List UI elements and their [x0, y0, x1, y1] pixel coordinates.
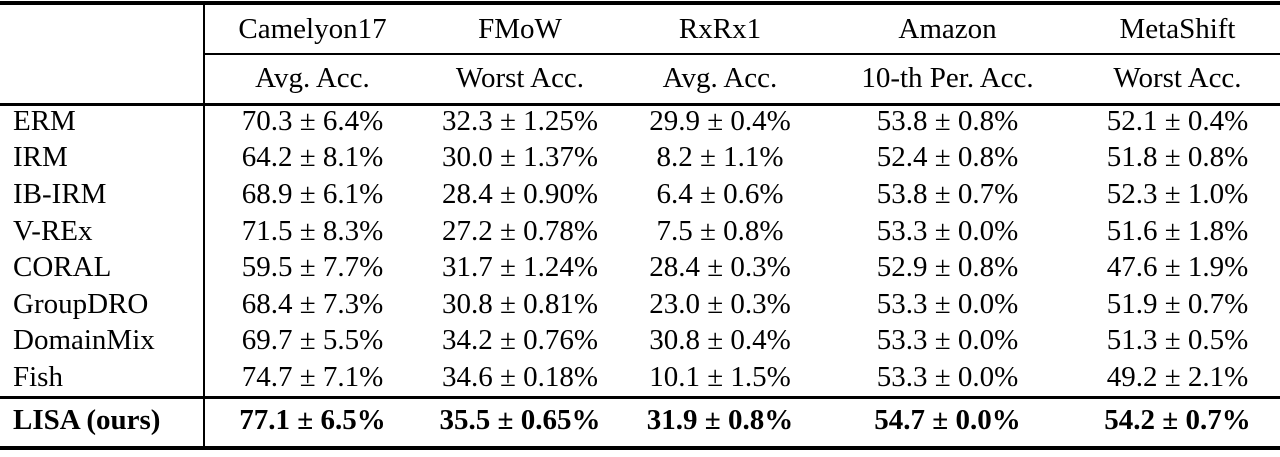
- table-row: ERM 70.3 ± 6.4% 32.3 ± 1.25% 29.9 ± 0.4%…: [0, 103, 1280, 140]
- value-fmow: 30.8 ± 0.81%: [441, 287, 599, 320]
- value-rxrx1: 10.1 ± 1.5%: [649, 360, 791, 393]
- header-row-datasets: Camelyon17 FMoW RxRx1 Amazon MetaShift: [0, 5, 1280, 53]
- table-row: CORAL 59.5 ± 7.7% 31.7 ± 1.24% 28.4 ± 0.…: [0, 249, 1280, 286]
- value-camelyon17: 74.7 ± 7.1%: [241, 360, 384, 393]
- method-name: GroupDRO: [0, 285, 205, 323]
- value-rxrx1: 28.4 ± 0.3%: [649, 251, 791, 284]
- value-amazon: 52.9 ± 0.8%: [876, 251, 1019, 284]
- col-header-rxrx1: RxRx1: [678, 12, 762, 45]
- table-row: Fish 74.7 ± 7.1% 34.6 ± 0.18% 10.1 ± 1.5…: [0, 359, 1280, 396]
- value-camelyon17: 70.3 ± 6.4%: [241, 104, 384, 137]
- value-amazon: 53.3 ± 0.0%: [876, 214, 1019, 247]
- value-fmow: 34.2 ± 0.76%: [441, 324, 599, 357]
- value-amazon: 53.3 ± 0.0%: [876, 287, 1019, 320]
- metric-header-rxrx1: Avg. Acc.: [662, 61, 778, 94]
- value-amazon: 52.4 ± 0.8%: [876, 141, 1019, 174]
- metric-header-amazon: 10-th Per. Acc.: [861, 61, 1034, 94]
- table-row: IB-IRM 68.9 ± 6.1% 28.4 ± 0.90% 6.4 ± 0.…: [0, 176, 1280, 213]
- value-rxrx1: 31.9 ± 0.8%: [646, 404, 794, 437]
- value-camelyon17: 68.9 ± 6.1%: [241, 177, 384, 210]
- rule-header-bottom: [0, 103, 1280, 106]
- method-name: ERM: [0, 103, 205, 140]
- value-camelyon17: 59.5 ± 7.7%: [241, 251, 384, 284]
- corner-cell: [0, 5, 205, 53]
- header-row-metrics: Avg. Acc. Worst Acc. Avg. Acc. 10-th Per…: [0, 53, 1280, 103]
- table-row: V-REx 71.5 ± 8.3% 27.2 ± 0.78% 7.5 ± 0.8…: [0, 212, 1280, 250]
- value-rxrx1: 23.0 ± 0.3%: [649, 287, 791, 320]
- method-name: CORAL: [0, 249, 205, 286]
- value-camelyon17: 68.4 ± 7.3%: [241, 287, 384, 320]
- value-amazon: 53.3 ± 0.0%: [876, 360, 1019, 393]
- value-amazon: 53.8 ± 0.7%: [876, 177, 1019, 210]
- value-rxrx1: 7.5 ± 0.8%: [656, 214, 784, 247]
- table-row: GroupDRO 68.4 ± 7.3% 30.8 ± 0.81% 23.0 ±…: [0, 285, 1280, 323]
- value-fmow: 31.7 ± 1.24%: [441, 251, 599, 284]
- metric-header-camelyon17: Avg. Acc.: [255, 61, 370, 94]
- col-header-camelyon17: Camelyon17: [238, 12, 387, 45]
- value-amazon: 54.7 ± 0.0%: [874, 404, 1021, 437]
- metric-header-metashift: Worst Acc.: [1113, 61, 1242, 94]
- table-row: DomainMix 69.7 ± 5.5% 34.2 ± 0.76% 30.8 …: [0, 322, 1280, 360]
- value-fmow: 34.6 ± 0.18%: [441, 360, 599, 393]
- method-name: LISA (ours): [0, 395, 205, 446]
- value-metashift: 52.1 ± 0.4%: [1106, 104, 1249, 137]
- col-header-metashift: MetaShift: [1119, 12, 1236, 45]
- value-fmow: 30.0 ± 1.37%: [441, 141, 599, 174]
- value-fmow: 28.4 ± 0.90%: [441, 177, 599, 210]
- value-fmow: 32.3 ± 1.25%: [441, 104, 599, 137]
- rule-top: [0, 1, 1280, 5]
- value-camelyon17: 69.7 ± 5.5%: [241, 324, 384, 357]
- value-amazon: 53.3 ± 0.0%: [876, 324, 1019, 357]
- metric-header-fmow: Worst Acc.: [455, 61, 585, 94]
- value-metashift: 51.6 ± 1.8%: [1106, 214, 1249, 247]
- value-metashift: 49.2 ± 2.1%: [1106, 360, 1249, 393]
- col-header-fmow: FMoW: [478, 12, 562, 45]
- value-camelyon17: 77.1 ± 6.5%: [239, 404, 386, 437]
- value-metashift: 51.9 ± 0.7%: [1106, 287, 1249, 320]
- rule-above-final: [0, 396, 1280, 399]
- value-fmow: 27.2 ± 0.78%: [441, 214, 599, 247]
- value-rxrx1: 29.9 ± 0.4%: [649, 104, 791, 137]
- value-rxrx1: 30.8 ± 0.4%: [649, 324, 791, 357]
- value-metashift: 51.8 ± 0.8%: [1106, 141, 1249, 174]
- value-metashift: 51.3 ± 0.5%: [1106, 324, 1249, 357]
- table-row-final: LISA (ours) 77.1 ± 6.5% 35.5 ± 0.65% 31.…: [0, 395, 1280, 446]
- table-row: IRM 64.2 ± 8.1% 30.0 ± 1.37% 8.2 ± 1.1% …: [0, 139, 1280, 177]
- value-metashift: 54.2 ± 0.7%: [1104, 404, 1251, 437]
- value-metashift: 47.6 ± 1.9%: [1106, 251, 1249, 284]
- rule-bottom: [0, 446, 1280, 450]
- method-name: Fish: [0, 359, 205, 396]
- rule-group-header: [205, 53, 1280, 55]
- col-header-amazon: Amazon: [898, 12, 997, 45]
- value-rxrx1: 6.4 ± 0.6%: [656, 177, 784, 210]
- corner-cell-2: [0, 53, 205, 103]
- table-rows: Camelyon17 FMoW RxRx1 Amazon MetaShift A…: [0, 5, 1280, 446]
- method-name: DomainMix: [0, 322, 205, 360]
- method-name: V-REx: [0, 212, 205, 250]
- method-name: IB-IRM: [0, 176, 205, 213]
- value-metashift: 52.3 ± 1.0%: [1106, 177, 1249, 210]
- value-camelyon17: 71.5 ± 8.3%: [241, 214, 384, 247]
- method-name: IRM: [0, 139, 205, 177]
- value-camelyon17: 64.2 ± 8.1%: [241, 141, 384, 174]
- value-rxrx1: 8.2 ± 1.1%: [656, 141, 784, 174]
- value-fmow: 35.5 ± 0.65%: [439, 404, 601, 437]
- value-amazon: 53.8 ± 0.8%: [876, 104, 1019, 137]
